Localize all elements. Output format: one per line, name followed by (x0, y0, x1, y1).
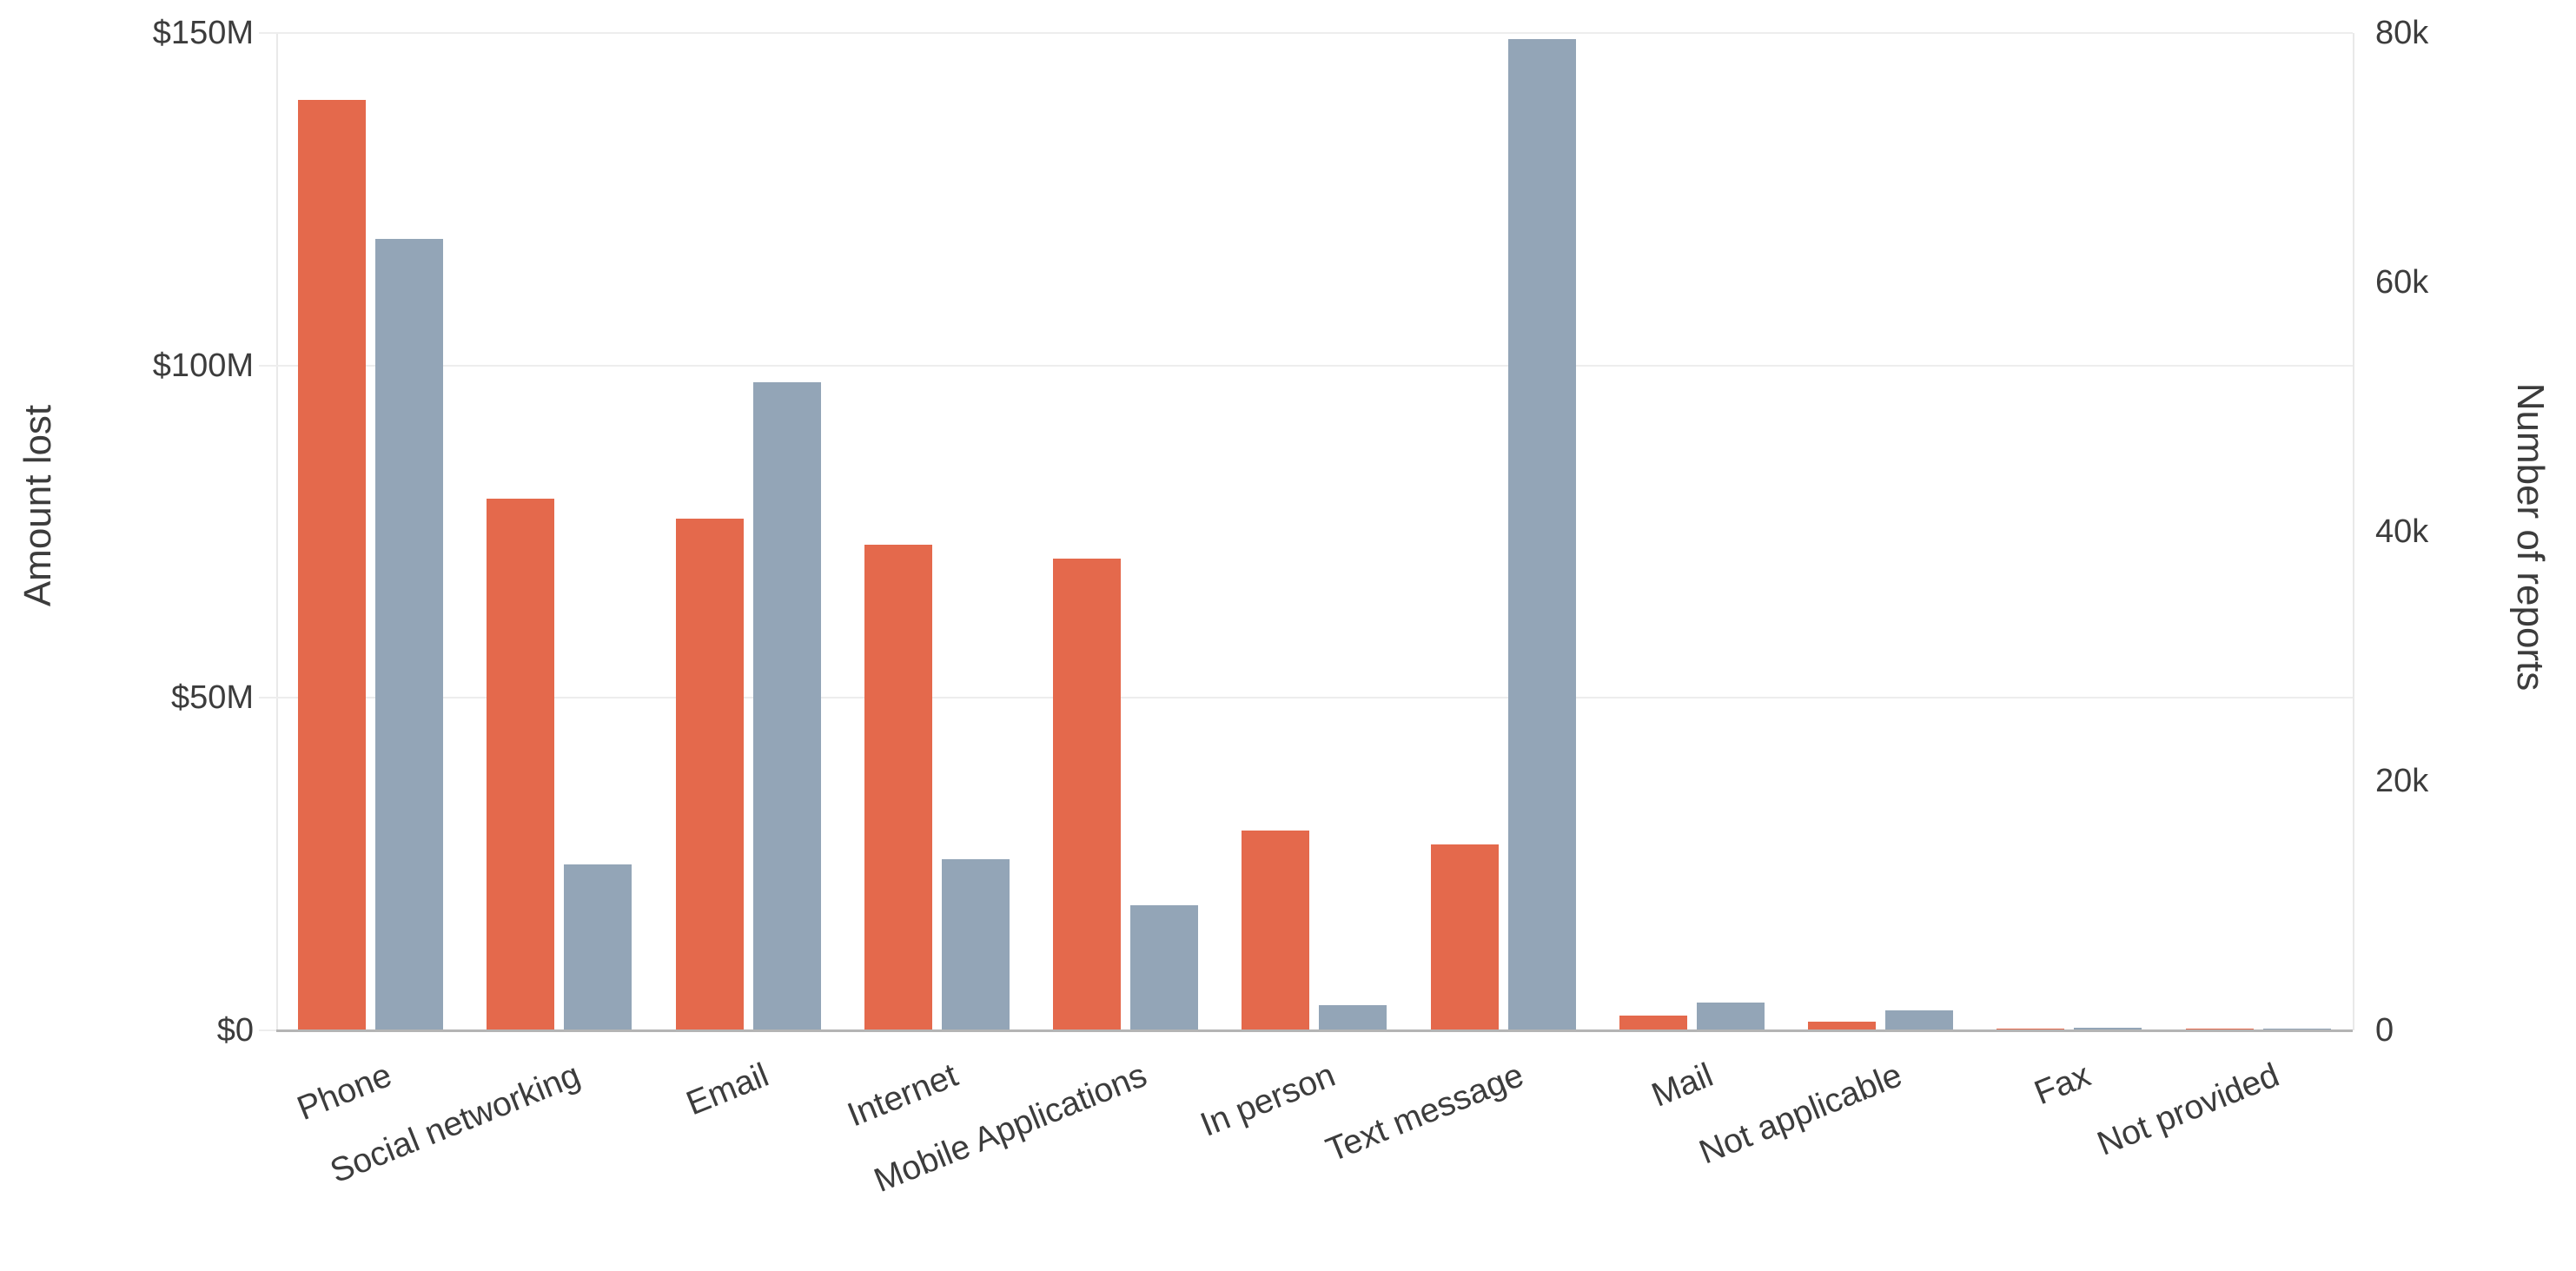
left-axis-tick (259, 697, 276, 699)
bar-amount-lost-social-networking[interactable] (487, 499, 554, 1030)
right-axis-title: Number of reports (2509, 382, 2552, 692)
right-axis-tick-label: 0 (2375, 1012, 2394, 1049)
bar-amount-lost-internet[interactable] (864, 545, 932, 1030)
bar-number-of-reports-not-applicable[interactable] (1885, 1010, 1953, 1030)
bar-number-of-reports-text-message[interactable] (1508, 39, 1576, 1030)
x-axis-label-not-provided: Not provided (2091, 1056, 2285, 1163)
right-axis-tick-label: 60k (2375, 264, 2429, 301)
left-axis-tick-label: $50M (170, 679, 254, 717)
bar-number-of-reports-social-networking[interactable] (564, 864, 632, 1030)
gridline--0 (276, 1029, 2353, 1032)
x-axis-label-mail: Mail (1646, 1056, 1719, 1115)
left-axis-title: Amount lost (17, 404, 59, 607)
gridline--50m (276, 697, 2353, 699)
x-axis-label-not-applicable: Not applicable (1693, 1056, 1908, 1172)
left-axis-tick-label: $0 (216, 1012, 254, 1049)
bar-number-of-reports-in-person[interactable] (1319, 1005, 1387, 1030)
bar-amount-lost-not-applicable[interactable] (1808, 1022, 1876, 1030)
x-axis-label-text-message: Text message (1321, 1056, 1530, 1170)
bar-number-of-reports-internet[interactable] (942, 859, 1010, 1030)
x-axis-label-email: Email (681, 1056, 775, 1123)
x-axis-label-in-person: In person (1195, 1056, 1341, 1144)
bar-number-of-reports-mail[interactable] (1697, 1003, 1765, 1030)
bar-amount-lost-in-person[interactable] (1242, 831, 1309, 1030)
right-axis-tick-label: 40k (2375, 513, 2429, 550)
bar-amount-lost-text-message[interactable] (1431, 844, 1499, 1030)
right-axis-tick-label: 80k (2375, 15, 2429, 51)
left-axis-tick-label: $150M (152, 15, 254, 51)
plot-border-left (276, 33, 278, 1030)
bar-number-of-reports-email[interactable] (753, 382, 821, 1030)
x-axis-label-phone: Phone (292, 1056, 398, 1129)
bar-amount-lost-email[interactable] (676, 519, 744, 1030)
x-axis-label-internet: Internet (842, 1056, 964, 1135)
bar-number-of-reports-phone[interactable] (375, 239, 443, 1030)
left-axis-tick (259, 32, 276, 34)
gridline--100m (276, 364, 2353, 367)
right-axis-tick-label: 20k (2375, 763, 2429, 799)
bar-number-of-reports-mobile-applications[interactable] (1130, 905, 1198, 1030)
plot-border-right (2353, 33, 2354, 1030)
bar-number-of-reports-fax[interactable] (2074, 1028, 2142, 1030)
left-axis-tick (259, 1029, 276, 1031)
left-axis-tick-label: $100M (152, 347, 254, 384)
bar-amount-lost-mobile-applications[interactable] (1053, 559, 1121, 1030)
bar-amount-lost-mail[interactable] (1619, 1016, 1687, 1030)
left-axis-tick (259, 364, 276, 367)
x-axis-label-fax: Fax (2029, 1056, 2096, 1113)
bar-amount-lost-phone[interactable] (298, 100, 366, 1030)
gridline--150m (276, 32, 2353, 34)
